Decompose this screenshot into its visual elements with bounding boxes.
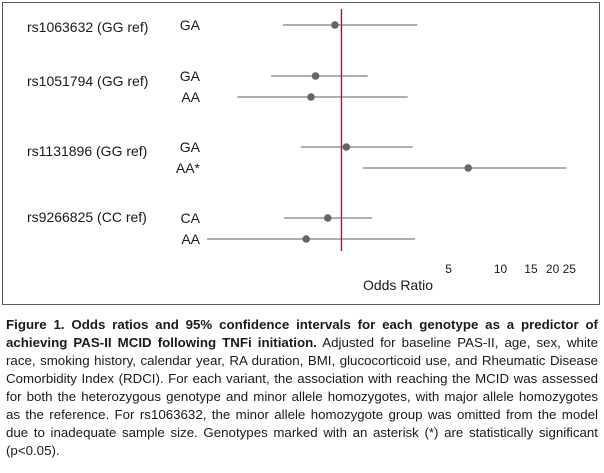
genotype-label: AA* — [176, 160, 201, 176]
x-tick-label: 5 — [445, 262, 452, 276]
forest-plot: rs1063632 (GG ref) GA rs1051794 (GG ref) GA… — [27, 9, 577, 293]
genotype-label: GA — [180, 17, 201, 33]
snp-label: rs9266825 (CC ref) — [27, 209, 147, 225]
x-tick-label: 15 — [524, 262, 538, 276]
odds-ratio-point — [323, 214, 332, 222]
x-tick-label: 20 — [546, 262, 560, 276]
odds-ratio-point — [307, 93, 315, 101]
odds-ratio-point — [302, 235, 310, 243]
caption-title: Figure 1. Odds ratios and 95% confidence… — [6, 317, 598, 350]
genotype-label: GA — [180, 68, 201, 84]
snp-label: rs1063632 (GG ref) — [27, 19, 148, 35]
odds-ratio-point — [331, 21, 339, 29]
odds-ratio-point — [464, 164, 473, 172]
x-tick-label: 25 — [563, 262, 577, 276]
forest-plot-panel: rs1063632 (GG ref) GA rs1051794 (GG ref) GA… — [2, 2, 600, 305]
figure-caption: Figure 1. Odds ratios and 95% confidence… — [6, 316, 598, 460]
x-tick-label: 10 — [494, 262, 508, 276]
caption-body: Adjusted for baseline PAS-II, age, sex, … — [6, 335, 598, 458]
genotype-label: AA — [181, 89, 200, 105]
genotype-label: AA — [181, 231, 200, 247]
odds-ratio-point — [342, 143, 351, 151]
odds-ratio-point — [311, 72, 320, 80]
snp-label: rs1131896 (GG ref) — [27, 143, 147, 159]
genotype-label: GA — [180, 139, 201, 155]
genotype-label: CA — [181, 210, 201, 226]
snp-label: rs1051794 (GG ref) — [27, 73, 148, 89]
x-axis-title: Odds Ratio — [363, 277, 433, 293]
